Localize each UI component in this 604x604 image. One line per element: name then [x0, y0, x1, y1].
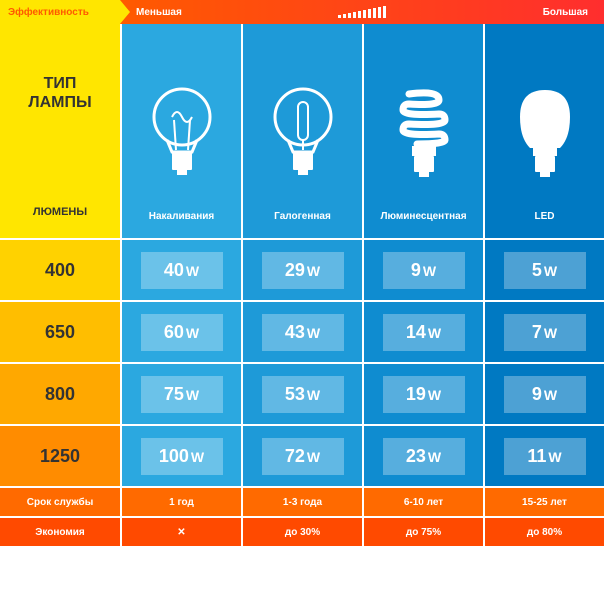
- watt-cell: 19W: [364, 364, 483, 424]
- lumen-cell: 650: [0, 302, 120, 362]
- type-label: ТИПЛАМПЫ: [28, 74, 91, 112]
- lumen-cell: 800: [0, 364, 120, 424]
- more-label: Большая: [543, 7, 588, 18]
- lumen-row: 65060W43W14W7W: [0, 302, 604, 362]
- footer-value: 6-10 лет: [364, 488, 483, 516]
- bulb-name: LED: [535, 211, 555, 222]
- lumen-row: 1250100W72W23W11W: [0, 426, 604, 486]
- header-row: ТИПЛАМПЫ ЛЮМЕНЫ Накаливания Галогенная Л…: [0, 24, 604, 238]
- footer-value: ✕: [122, 518, 241, 546]
- lumen-row: 40040W29W9W5W: [0, 240, 604, 300]
- led-icon: [510, 67, 580, 197]
- efficiency-label: Эффективность: [0, 0, 120, 24]
- watt-cell: 9W: [364, 240, 483, 300]
- watt-cell: 100W: [122, 426, 241, 486]
- bulb-name: Люминесцентная: [380, 211, 466, 222]
- efficiency-gradient: Меньшая Большая: [120, 0, 604, 24]
- watt-cell: 5W: [485, 240, 604, 300]
- watt-cell: 11W: [485, 426, 604, 486]
- footer-value: 1-3 года: [243, 488, 362, 516]
- watt-cell: 29W: [243, 240, 362, 300]
- footer-value: до 30%: [243, 518, 362, 546]
- label-column: ТИПЛАМПЫ ЛЮМЕНЫ: [0, 24, 120, 238]
- footer-value: до 80%: [485, 518, 604, 546]
- watt-cell: 14W: [364, 302, 483, 362]
- lumens-label: ЛЮМЕНЫ: [33, 206, 87, 218]
- watt-cell: 72W: [243, 426, 362, 486]
- watt-cell: 53W: [243, 364, 362, 424]
- watt-cell: 40W: [122, 240, 241, 300]
- bulb-col-1: Галогенная: [243, 24, 362, 238]
- efficiency-bar: Эффективность Меньшая Большая: [0, 0, 604, 24]
- incandescent-icon: [147, 67, 217, 197]
- footer-rows: Срок службы1 год1-3 года6-10 лет15-25 ле…: [0, 488, 604, 546]
- watt-cell: 23W: [364, 426, 483, 486]
- watt-cell: 7W: [485, 302, 604, 362]
- bulb-name: Накаливания: [149, 211, 214, 222]
- watt-cell: 43W: [243, 302, 362, 362]
- footer-row: Экономия✕до 30%до 75%до 80%: [0, 518, 604, 546]
- less-label: Меньшая: [136, 7, 182, 18]
- bulb-col-3: LED: [485, 24, 604, 238]
- watt-cell: 75W: [122, 364, 241, 424]
- footer-value: 1 год: [122, 488, 241, 516]
- lumen-row: 80075W53W19W9W: [0, 364, 604, 424]
- footer-label: Экономия: [0, 518, 120, 546]
- footer-label: Срок службы: [0, 488, 120, 516]
- cfl-icon: [389, 67, 459, 197]
- footer-row: Срок службы1 год1-3 года6-10 лет15-25 ле…: [0, 488, 604, 516]
- bulb-name: Галогенная: [274, 211, 331, 222]
- bulb-col-0: Накаливания: [122, 24, 241, 238]
- footer-value: до 75%: [364, 518, 483, 546]
- watt-cell: 60W: [122, 302, 241, 362]
- footer-value: 15-25 лет: [485, 488, 604, 516]
- bulb-col-2: Люминесцентная: [364, 24, 483, 238]
- lumen-cell: 1250: [0, 426, 120, 486]
- arrow-icon: [120, 0, 130, 24]
- halogen-icon: [268, 67, 338, 197]
- watt-cell: 9W: [485, 364, 604, 424]
- scale-bars-icon: [338, 6, 386, 18]
- lumen-cell: 400: [0, 240, 120, 300]
- data-rows: 40040W29W9W5W65060W43W14W7W80075W53W19W9…: [0, 240, 604, 486]
